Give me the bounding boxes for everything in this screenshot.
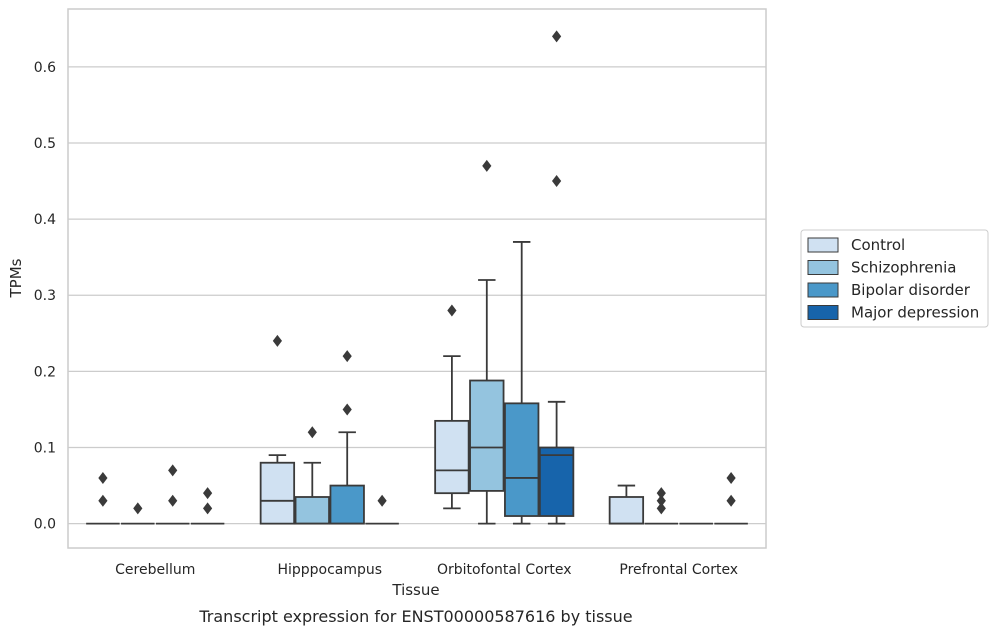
outlier-point [482,159,492,172]
legend: Control Schizophrenia Bipolar disorder Majo… [800,229,989,328]
x-axis-title: Tissue [391,581,439,599]
outlier-point [342,403,352,416]
outlier-point [168,494,178,507]
y-axis-ticks: 0.0 0.1 0.2 0.3 0.4 0.5 0.6 [34,60,56,533]
outlier-point [98,494,108,507]
legend-swatch [807,260,839,275]
outlier-point [272,334,282,347]
y-tick-label: 0.6 [34,60,56,76]
box-cerebellum-bipolar-disorder [155,464,190,525]
outlier-point [656,502,666,515]
box-body [504,402,540,517]
box-prefrontal-cortex-schizophrenia [644,487,679,525]
box-cerebellum-control [86,471,120,525]
legend-label: Major depression [851,304,979,322]
box-orbitofontal-cortex-schizophrenia [469,159,505,525]
outlier-point [447,304,457,317]
outlier-point [377,494,387,507]
outlier-point [656,494,666,507]
outlier-point [307,426,317,439]
box-body [329,484,365,525]
box-cerebellum-major-depression [190,487,225,525]
x-tick-label: Cerebellum [115,562,195,578]
outlier-point [552,175,562,188]
plot-frame [67,8,767,549]
x-tick-label: Orbitofontal Cortex [437,562,572,578]
y-tick-label: 0.2 [34,364,56,380]
legend-item: Control [807,236,905,254]
box-prefrontal-cortex-major-depression [714,471,748,525]
y-tick-label: 0.1 [34,441,56,457]
outlier-point [203,502,213,515]
box-body [294,496,330,525]
y-tick-label: 0.5 [34,136,56,152]
outlier-point [656,487,666,500]
legend-label: Control [851,236,905,254]
y-tick-label: 0.3 [34,288,56,304]
box-prefrontal-cortex-control [608,484,645,525]
box-body [608,496,645,525]
outlier-point [203,487,213,500]
outlier-point [133,502,143,515]
outlier-point [168,464,178,477]
box-body [434,419,470,495]
legend-swatch [807,305,839,320]
box-hipppocampus-control [259,334,296,525]
grid-lines [68,66,766,525]
legend-item: Schizophrenia [807,259,956,277]
box-body [259,461,296,525]
box-hipppocampus-major-depression [365,494,399,525]
box-orbitofontal-cortex-bipolar-disorder [504,241,540,525]
legend-label: Bipolar disorder [851,281,971,299]
box-orbitofontal-cortex-control [434,304,470,510]
legend-frame [800,229,989,328]
box-body [538,446,575,517]
chart-caption: Transcript expression for ENST0000058761… [198,607,632,626]
outlier-point [726,494,736,507]
box-hipppocampus-bipolar-disorder [329,350,365,525]
legend-swatch [807,282,839,298]
x-tick-label: Hipppocampus [277,562,382,578]
outlier-point [98,471,108,484]
legend-label: Schizophrenia [851,259,956,277]
outlier-point [342,350,352,363]
x-axis-ticks: Cerebellum Hipppocampus Orbitofontal Corte… [115,562,738,578]
outlier-point [726,471,736,484]
y-tick-label: 0.0 [34,517,56,533]
boxes [86,30,748,525]
y-tick-label: 0.4 [34,212,56,228]
outlier-point [552,30,562,43]
box-orbitofontal-cortex-major-depression [538,30,575,525]
x-tick-label: Prefrontal Cortex [619,562,738,578]
legend-item: Major depression [807,304,979,322]
legend-item: Bipolar disorder [807,281,971,299]
box-cerebellum-schizophrenia [121,502,155,525]
box-hipppocampus-schizophrenia [294,426,330,525]
y-axis-title: TPMs [7,258,25,298]
legend-swatch [807,237,839,253]
box-body [469,379,505,492]
